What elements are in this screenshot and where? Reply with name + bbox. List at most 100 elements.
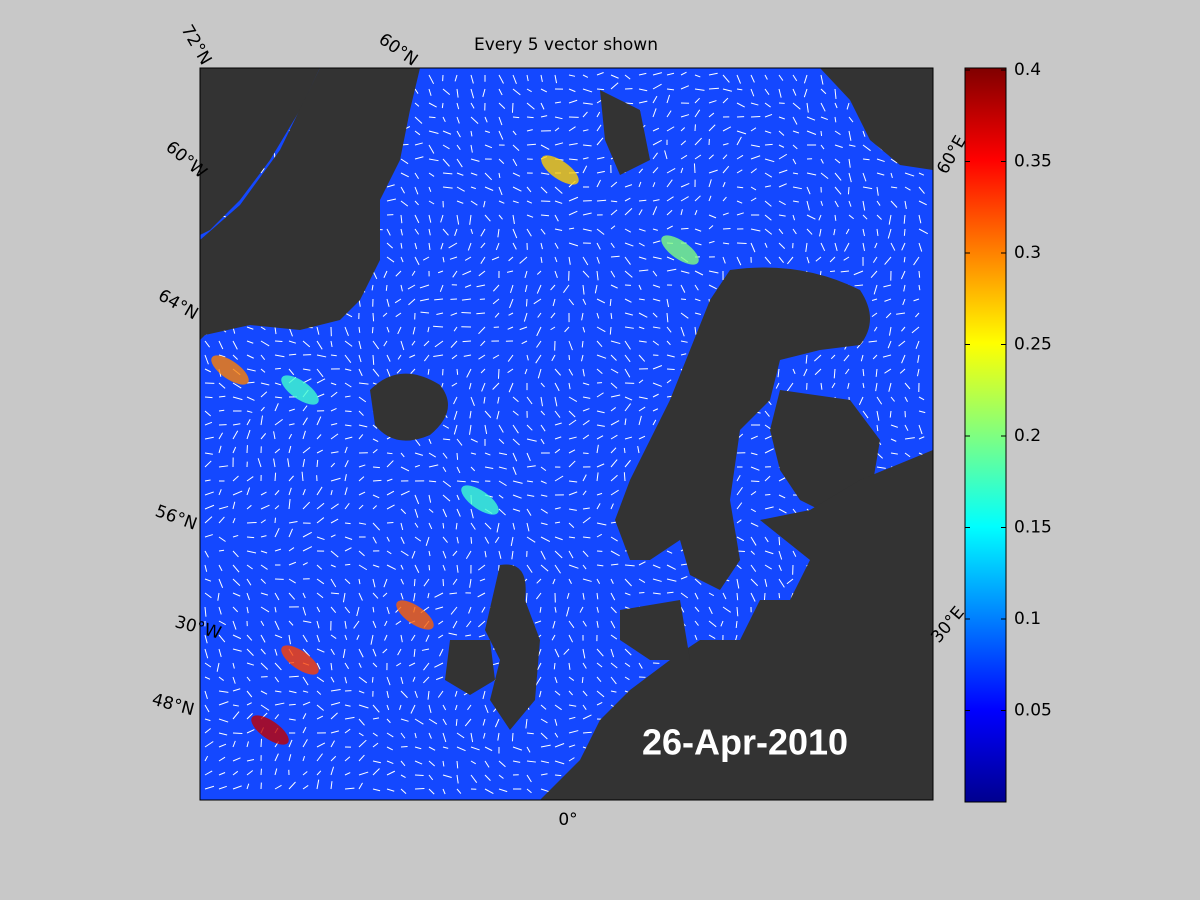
vector xyxy=(596,228,605,235)
vector xyxy=(414,214,420,224)
vector xyxy=(666,209,673,216)
vector xyxy=(316,770,322,776)
vector xyxy=(582,517,591,524)
vector xyxy=(436,312,444,315)
vector xyxy=(511,102,514,113)
vector xyxy=(554,228,563,232)
vector xyxy=(596,701,603,706)
vector xyxy=(470,74,474,84)
vector xyxy=(820,74,824,85)
vector xyxy=(652,298,661,302)
vector xyxy=(551,634,556,641)
vector xyxy=(512,494,522,499)
vector xyxy=(610,606,617,614)
vector xyxy=(232,475,239,482)
vector xyxy=(302,501,311,510)
vector xyxy=(316,434,322,440)
vector xyxy=(316,662,321,670)
vector xyxy=(410,368,416,374)
vector xyxy=(288,578,296,584)
vector xyxy=(540,214,550,217)
vector xyxy=(428,438,432,445)
vector xyxy=(610,536,618,542)
vector xyxy=(344,382,352,388)
vector xyxy=(400,242,403,249)
vector xyxy=(596,472,599,482)
vector xyxy=(539,606,542,613)
vector xyxy=(901,326,906,332)
vector xyxy=(419,298,430,302)
vector xyxy=(400,214,403,224)
vector xyxy=(834,214,837,221)
vector xyxy=(204,421,213,426)
vector xyxy=(554,536,563,541)
tick-label: 0.1 xyxy=(1014,609,1041,629)
vector xyxy=(638,406,646,412)
vector xyxy=(563,648,570,655)
vector xyxy=(523,312,528,322)
vector xyxy=(848,144,856,147)
vector xyxy=(204,504,215,510)
vector xyxy=(666,225,674,230)
vector xyxy=(582,129,589,132)
vector xyxy=(764,410,770,417)
vector xyxy=(512,410,519,416)
vector xyxy=(316,393,325,398)
vector xyxy=(805,354,808,364)
speed-patch xyxy=(661,235,699,265)
vector xyxy=(316,704,324,711)
vector xyxy=(540,186,548,194)
vector xyxy=(204,340,211,348)
vector xyxy=(900,270,906,280)
vector xyxy=(232,704,239,707)
vector xyxy=(750,197,757,202)
vector xyxy=(498,452,508,456)
vector xyxy=(680,270,690,274)
vector xyxy=(666,179,673,188)
vector xyxy=(372,662,378,668)
vector xyxy=(408,298,416,306)
vector xyxy=(274,418,283,426)
vector xyxy=(652,393,659,398)
vector xyxy=(428,144,435,154)
vector xyxy=(232,578,241,586)
vector xyxy=(342,592,346,603)
vector xyxy=(638,326,645,330)
vector xyxy=(624,256,631,265)
vector xyxy=(554,242,559,249)
vector xyxy=(372,732,378,737)
vector xyxy=(736,564,742,570)
vector xyxy=(512,438,520,446)
vector xyxy=(526,74,529,82)
vector xyxy=(330,688,341,692)
vector xyxy=(316,648,325,653)
vector xyxy=(302,488,306,496)
vector xyxy=(344,606,351,614)
tick-label: 0.2 xyxy=(1014,426,1041,446)
vector xyxy=(344,547,352,552)
vector xyxy=(453,410,458,420)
vector xyxy=(302,726,307,734)
vector xyxy=(819,228,822,237)
vector xyxy=(442,480,452,488)
vector xyxy=(792,102,801,110)
vector xyxy=(594,284,598,294)
vector xyxy=(470,480,479,483)
vector xyxy=(582,284,585,295)
vector xyxy=(480,256,486,264)
vector xyxy=(397,648,402,656)
vector xyxy=(540,396,543,407)
vector xyxy=(652,564,661,569)
vector xyxy=(666,354,675,358)
vector xyxy=(918,424,923,435)
vector xyxy=(428,74,435,85)
vector xyxy=(428,494,432,503)
vector xyxy=(274,517,277,524)
vector xyxy=(624,184,633,188)
vector xyxy=(507,326,514,330)
vector xyxy=(750,102,759,106)
vector xyxy=(316,564,323,570)
vector xyxy=(792,368,796,374)
vector xyxy=(904,437,915,440)
vector xyxy=(385,284,388,291)
